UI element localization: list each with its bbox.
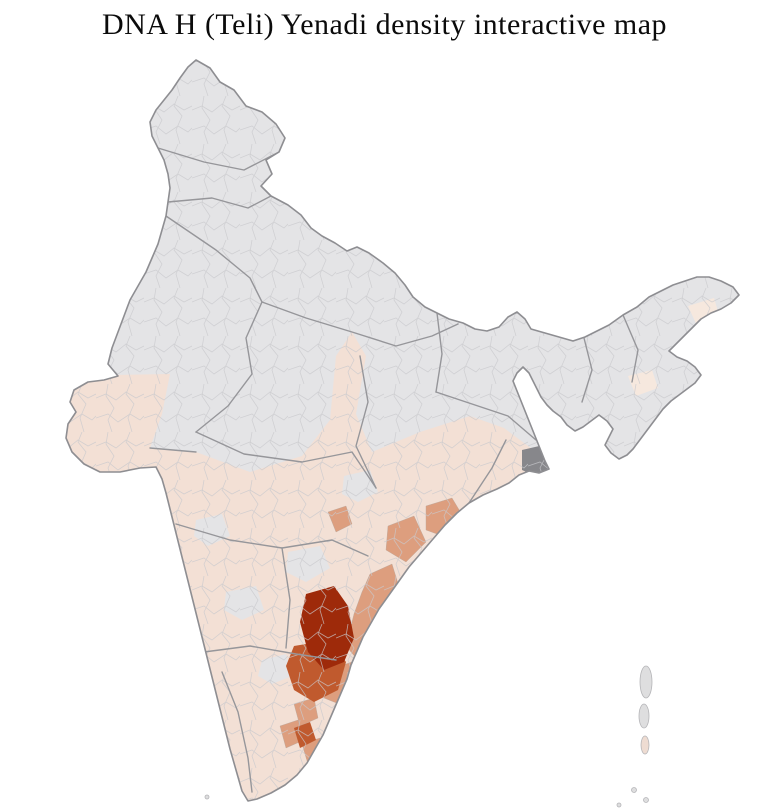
state-boundaries — [149, 147, 639, 793]
island[interactable] — [204, 794, 210, 800]
island[interactable] — [616, 802, 622, 808]
island[interactable] — [631, 787, 637, 793]
island[interactable] — [639, 665, 653, 699]
map-title: DNA H (Teli) Yenadi density interactive … — [101, 8, 668, 41]
island[interactable] — [638, 703, 650, 729]
island-chain[interactable] — [204, 665, 653, 808]
country-outline — [65, 59, 740, 802]
island[interactable] — [643, 797, 649, 803]
island[interactable] — [640, 735, 650, 755]
